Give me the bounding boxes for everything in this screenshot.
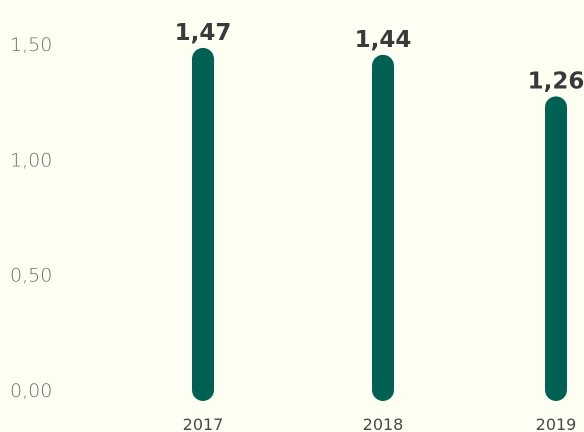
y-tick-label: 0,00 <box>10 380 52 402</box>
data-label-2019: 1,26 <box>528 68 584 94</box>
y-tick-label: 0,50 <box>10 265 52 287</box>
y-tick-label: 1,00 <box>10 149 52 171</box>
data-label-2018: 1,44 <box>355 27 412 53</box>
bar-2019 <box>545 96 567 401</box>
data-label-2017: 1,47 <box>175 20 232 46</box>
y-tick-label: 1,50 <box>10 34 52 56</box>
bar-2017 <box>192 48 214 401</box>
x-tick-label-2018: 2018 <box>363 415 404 432</box>
x-tick-label-2019: 2019 <box>536 415 577 432</box>
bar-2018 <box>372 55 394 401</box>
x-tick-label-2017: 2017 <box>183 415 224 432</box>
